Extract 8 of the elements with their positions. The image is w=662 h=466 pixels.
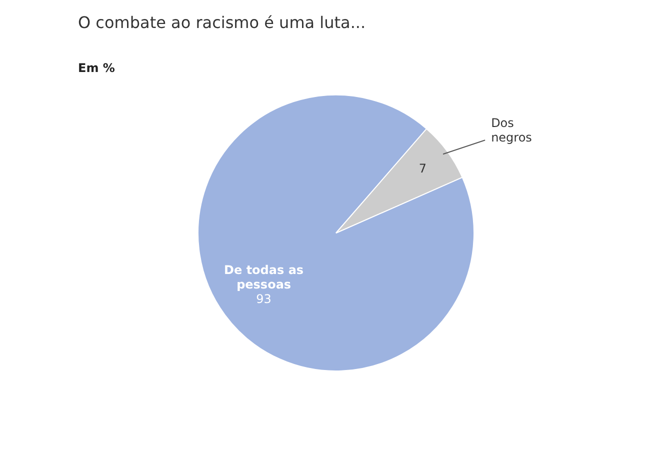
slice-label: Dos negros	[491, 116, 532, 145]
text: Em %	[78, 61, 115, 75]
slice-label: De todas as pessoas	[224, 263, 304, 292]
data-label: 7	[418, 161, 426, 176]
data-label: 93	[256, 292, 272, 306]
pie-slice	[198, 94, 474, 372]
pie-slice	[336, 128, 463, 234]
chart-title: O combate ao racismo é uma luta...	[78, 13, 366, 32]
